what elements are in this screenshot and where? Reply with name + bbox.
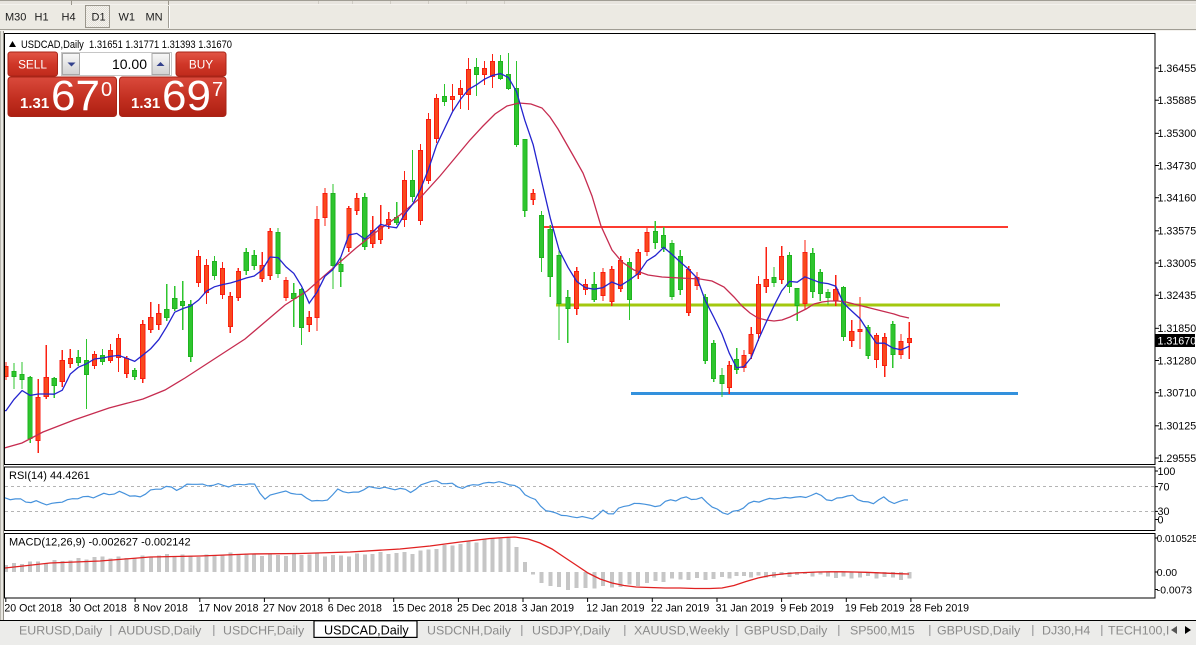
svg-text:D1: D1 bbox=[92, 12, 106, 24]
svg-text:1.35300: 1.35300 bbox=[1158, 128, 1196, 140]
svg-text:70: 70 bbox=[1158, 481, 1170, 493]
svg-text:M30: M30 bbox=[5, 12, 26, 24]
svg-text:25 Dec 2018: 25 Dec 2018 bbox=[457, 603, 517, 615]
svg-text:TECH100,I: TECH100,I bbox=[1108, 624, 1169, 638]
svg-text:EURUSD,Daily: EURUSD,Daily bbox=[19, 624, 103, 638]
svg-text:69: 69 bbox=[162, 72, 211, 120]
svg-text:31 Jan 2019: 31 Jan 2019 bbox=[716, 603, 774, 615]
svg-text:AUDUSD,Daily: AUDUSD,Daily bbox=[118, 624, 202, 638]
svg-text:1.32435: 1.32435 bbox=[1158, 290, 1196, 302]
svg-text:1.31: 1.31 bbox=[20, 95, 49, 112]
svg-text:SELL: SELL bbox=[18, 57, 47, 71]
svg-text:-0.0073: -0.0073 bbox=[1157, 585, 1192, 596]
svg-text:1.33005: 1.33005 bbox=[1158, 258, 1196, 270]
svg-text:7: 7 bbox=[212, 79, 223, 101]
svg-text:MACD(12,26,9) -0.002627 -0.002: MACD(12,26,9) -0.002627 -0.002142 bbox=[9, 537, 191, 549]
svg-text:17 Nov 2018: 17 Nov 2018 bbox=[198, 603, 258, 615]
svg-text:8 Nov 2018: 8 Nov 2018 bbox=[134, 603, 188, 615]
svg-text:22 Jan 2019: 22 Jan 2019 bbox=[651, 603, 709, 615]
svg-text:DJ30,H4: DJ30,H4 bbox=[1042, 624, 1090, 638]
svg-text:30 Oct 2018: 30 Oct 2018 bbox=[69, 603, 127, 615]
svg-text:28 Feb 2019: 28 Feb 2019 bbox=[910, 603, 970, 615]
svg-text:H1: H1 bbox=[35, 12, 49, 24]
svg-text:0.00: 0.00 bbox=[1157, 568, 1177, 579]
svg-text:USDCNH,Daily: USDCNH,Daily bbox=[427, 624, 512, 638]
svg-text:1.31850: 1.31850 bbox=[1158, 323, 1196, 335]
svg-text:1.34160: 1.34160 bbox=[1158, 193, 1196, 205]
svg-text:RSI(14) 44.4261: RSI(14) 44.4261 bbox=[9, 470, 90, 482]
svg-text:9 Feb 2019: 9 Feb 2019 bbox=[780, 603, 834, 615]
svg-text:1.33575: 1.33575 bbox=[1158, 226, 1196, 238]
svg-text:27 Nov 2018: 27 Nov 2018 bbox=[263, 603, 323, 615]
svg-text:0: 0 bbox=[101, 79, 112, 101]
svg-text:H4: H4 bbox=[62, 12, 76, 24]
svg-text:1.30125: 1.30125 bbox=[1158, 421, 1196, 433]
svg-text:USDCAD,Daily: USDCAD,Daily bbox=[324, 624, 409, 638]
svg-text:XAUUSD,Weekly: XAUUSD,Weekly bbox=[634, 624, 730, 638]
svg-text:19 Feb 2019: 19 Feb 2019 bbox=[845, 603, 905, 615]
svg-text:67: 67 bbox=[51, 72, 100, 120]
svg-text:1.31280: 1.31280 bbox=[1158, 355, 1196, 367]
svg-text:GBPUSD,Daily: GBPUSD,Daily bbox=[744, 624, 828, 638]
svg-text:1.31670: 1.31670 bbox=[1158, 335, 1196, 347]
svg-text:USDJPY,Daily: USDJPY,Daily bbox=[532, 624, 611, 638]
svg-text:0.010525: 0.010525 bbox=[1157, 534, 1196, 545]
svg-text:MN: MN bbox=[146, 12, 163, 24]
svg-text:20 Oct 2018: 20 Oct 2018 bbox=[4, 603, 62, 615]
svg-text:6 Dec 2018: 6 Dec 2018 bbox=[328, 603, 382, 615]
svg-text:GBPUSD,Daily: GBPUSD,Daily bbox=[937, 624, 1021, 638]
svg-text:W1: W1 bbox=[119, 12, 136, 24]
svg-text:1.34730: 1.34730 bbox=[1158, 160, 1196, 172]
svg-text:10.00: 10.00 bbox=[112, 56, 147, 72]
svg-text:BUY: BUY bbox=[189, 57, 213, 71]
svg-text:3 Jan 2019: 3 Jan 2019 bbox=[522, 603, 575, 615]
svg-text:15 Dec 2018: 15 Dec 2018 bbox=[392, 603, 452, 615]
svg-text:100: 100 bbox=[1158, 466, 1176, 478]
svg-text:0: 0 bbox=[1158, 514, 1164, 526]
svg-text:SP500,M15: SP500,M15 bbox=[850, 624, 915, 638]
svg-text:12 Jan 2019: 12 Jan 2019 bbox=[586, 603, 644, 615]
svg-text:USDCHF,Daily: USDCHF,Daily bbox=[223, 624, 305, 638]
svg-text:1.30710: 1.30710 bbox=[1158, 388, 1196, 400]
svg-text:30: 30 bbox=[1158, 506, 1170, 518]
svg-text:1.35885: 1.35885 bbox=[1158, 95, 1196, 107]
svg-text:1.31: 1.31 bbox=[131, 95, 160, 112]
svg-text:1.36455: 1.36455 bbox=[1158, 63, 1196, 75]
svg-text:USDCAD,Daily 1.31651 1.31771: USDCAD,Daily 1.31651 1.31771 1.31393 1.3… bbox=[21, 39, 232, 51]
svg-text:1.29555: 1.29555 bbox=[1158, 453, 1196, 465]
